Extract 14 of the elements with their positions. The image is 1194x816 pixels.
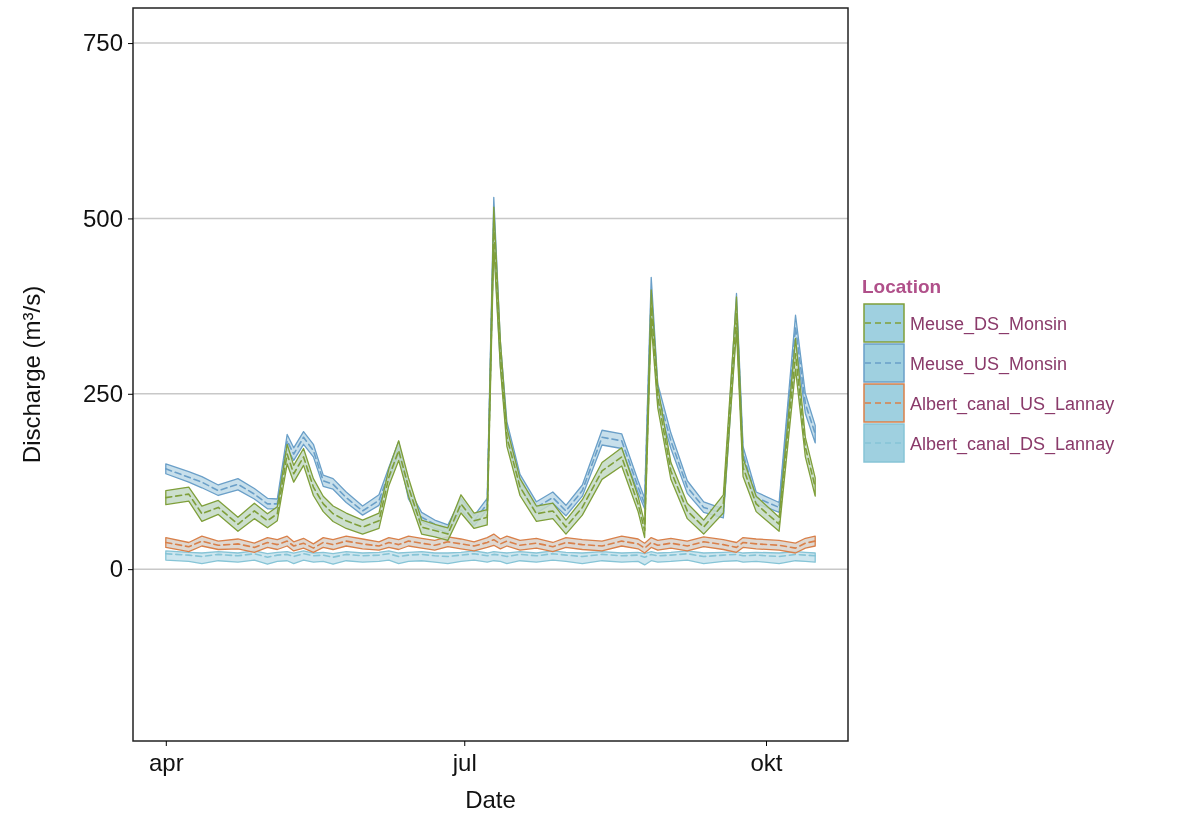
y-tick-label: 500 (82, 204, 123, 232)
x-tick-label: okt (750, 748, 783, 776)
y-tick-label: 750 (82, 29, 123, 57)
legend-label: Meuse_US_Monsin (910, 354, 1068, 375)
y-tick-label: 0 (109, 555, 123, 583)
x-tick-label: jul (451, 748, 477, 776)
legend-title: Location (862, 276, 942, 297)
x-axis-title: Date (465, 786, 516, 813)
legend-label: Albert_canal_US_Lannay (910, 394, 1115, 415)
y-tick-label: 250 (82, 379, 123, 407)
legend-label: Meuse_DS_Monsin (910, 314, 1068, 335)
legend-label: Albert_canal_DS_Lannay (910, 434, 1115, 455)
x-tick-label: apr (148, 748, 184, 776)
y-axis-title: Discharge (m³/s) (18, 285, 45, 464)
